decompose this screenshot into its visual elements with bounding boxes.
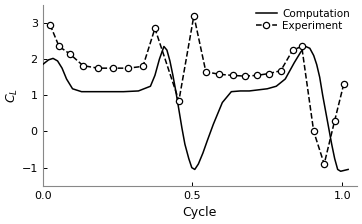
X-axis label: Cycle: Cycle — [183, 206, 217, 219]
Legend: Computation, Experiment: Computation, Experiment — [254, 6, 352, 33]
Y-axis label: $C_L$: $C_L$ — [5, 88, 20, 103]
